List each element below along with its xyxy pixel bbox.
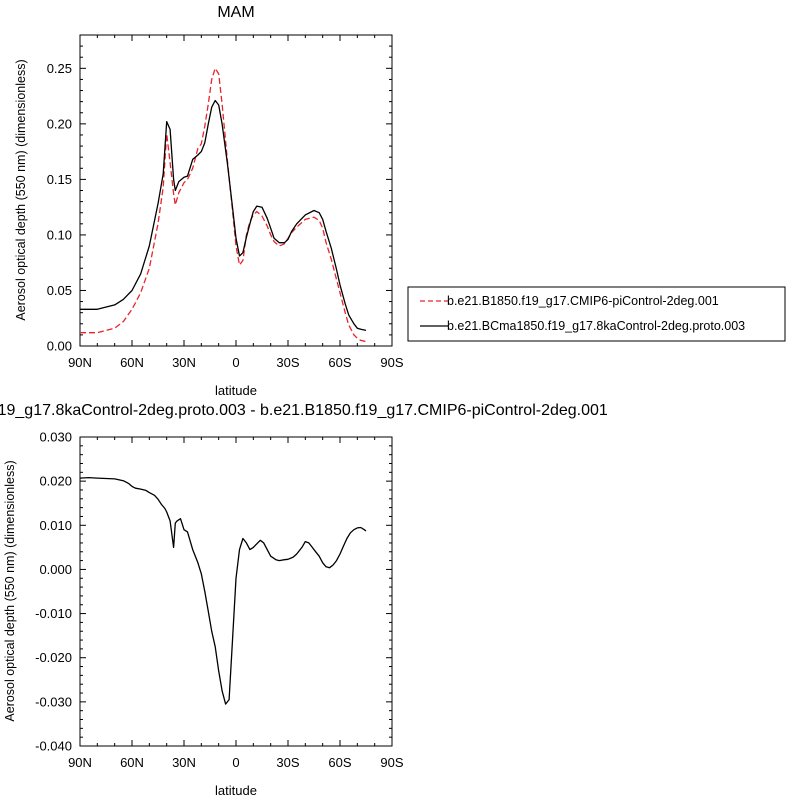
x-tick-label: 30S <box>276 355 299 370</box>
x-tick-label: 90S <box>380 355 403 370</box>
y-tick-label: 0.000 <box>39 562 72 577</box>
x-tick-label: 60N <box>120 355 144 370</box>
bottom-chart-plot-frame <box>79 436 393 747</box>
y-tick-label: 0.20 <box>47 116 72 131</box>
y-tick-label: -0.020 <box>35 650 72 665</box>
x-tick-label: 90N <box>68 755 92 770</box>
top-chart-series <box>80 67 367 343</box>
x-tick-label: 60S <box>328 355 351 370</box>
series-line-1 <box>79 476 367 705</box>
legend-label-series-2: b.e21.BCma1850.f19_g17.8kaControl-2deg.p… <box>447 319 745 333</box>
top-chart: MAM 90N 60N 30N 0 30S 60S 90S 0.00 0.05 0.10 0.15… <box>14 4 786 398</box>
y-tick-label: 0.10 <box>47 227 72 242</box>
x-tick-label: 90S <box>380 755 403 770</box>
x-tick-label: 30N <box>172 355 196 370</box>
y-tick-label: 0.020 <box>39 474 72 489</box>
y-tick-label: -0.010 <box>35 606 72 621</box>
x-tick-label: 60S <box>328 755 351 770</box>
x-tick-label: 0 <box>232 755 239 770</box>
bottom-chart-series <box>79 476 367 705</box>
top-chart-legend: b.e21.B1850.f19_g17.CMIP6-piControl-2deg… <box>407 286 786 342</box>
x-tick-label: 30S <box>276 755 299 770</box>
bottom-chart-x-axis-label: latitude <box>215 783 257 798</box>
bottom-chart: b.e21.BCma1850.f19_g17.8kaControl-2deg.p… <box>0 402 608 798</box>
y-tick-label: 0.030 <box>39 430 72 445</box>
series-line-1 <box>80 67 367 343</box>
top-chart-y-axis-label: Aerosol optical depth (550 nm) (dimensio… <box>14 59 28 320</box>
y-tick-label: 0.05 <box>47 283 72 298</box>
top-chart-plot-frame <box>79 34 393 347</box>
bottom-chart-x-ticks: 90N 60N 30N 0 30S 60S 90S <box>68 437 404 770</box>
y-tick-label: -0.040 <box>35 739 72 754</box>
bottom-chart-y-ticks: -0.040 -0.030 -0.020 -0.010 0.000 0.010 0.020 0… <box>35 430 392 754</box>
x-tick-label: 30N <box>172 755 196 770</box>
x-tick-label: 60N <box>120 755 144 770</box>
bottom-chart-y-axis-label: Aerosol optical depth (550 nm) (dimensio… <box>3 460 17 721</box>
x-tick-label: 90N <box>68 355 92 370</box>
bottom-chart-title: b.e21.BCma1850.f19_g17.8kaControl-2deg.p… <box>0 402 608 419</box>
y-tick-label: -0.030 <box>35 694 72 709</box>
legend-label-series-1: b.e21.B1850.f19_g17.CMIP6-piControl-2deg… <box>447 294 719 308</box>
top-chart-y-ticks: 0.00 0.05 0.10 0.15 0.20 0.25 <box>47 34 392 354</box>
legend-box <box>407 286 786 342</box>
top-chart-title: MAM <box>217 4 254 21</box>
x-tick-label: 0 <box>232 355 239 370</box>
y-tick-label: 0.00 <box>47 339 72 354</box>
top-chart-x-axis-label: latitude <box>215 383 257 398</box>
y-tick-label: 0.010 <box>39 518 72 533</box>
y-tick-label: 0.15 <box>47 172 72 187</box>
y-tick-label: 0.25 <box>47 61 72 76</box>
series-line-2 <box>80 99 367 332</box>
top-chart-x-ticks: 90N 60N 30N 0 30S 60S 90S <box>68 35 404 370</box>
